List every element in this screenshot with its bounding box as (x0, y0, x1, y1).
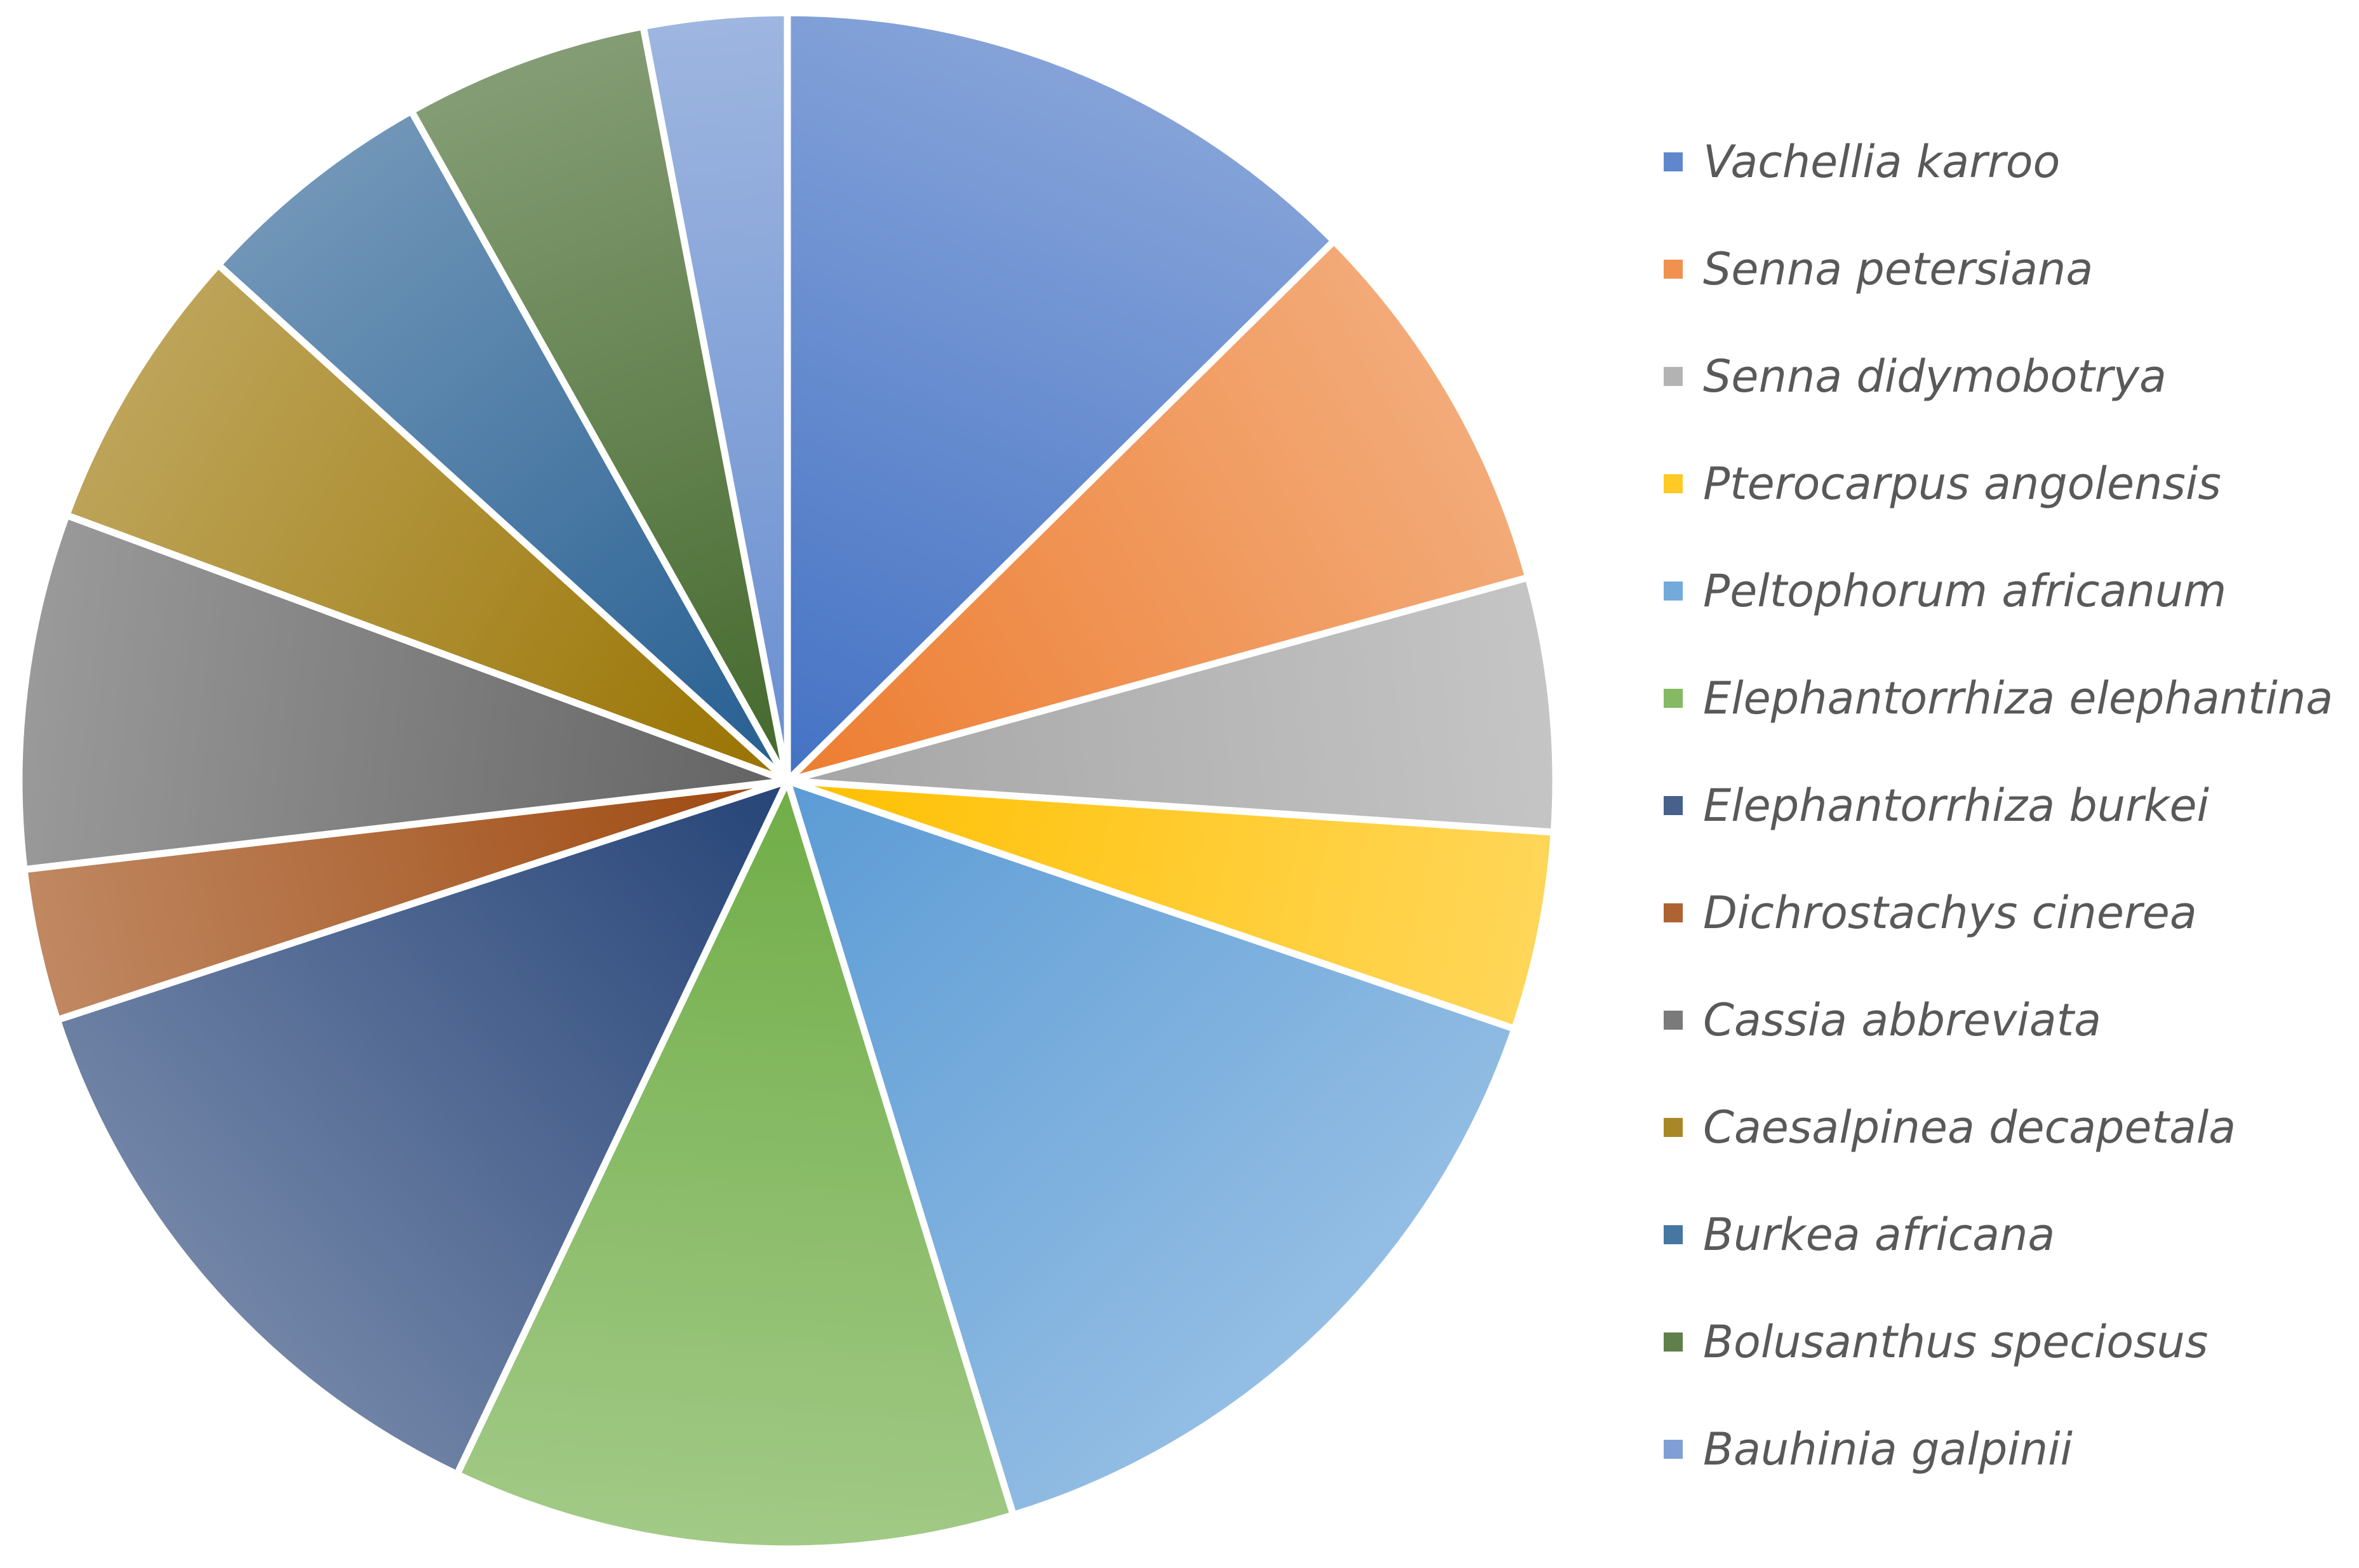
pie-slice-cassia-abbreviata (15, 512, 791, 874)
pie-slice-vachellia-karroo (784, 9, 1338, 785)
legend-label: Pterocarpus angolensis (1703, 457, 2221, 510)
pie-slice-senna-petersiana (784, 237, 1532, 785)
pie-chart-svg (15, 9, 1560, 1553)
legend-item-senna-didymobotrya: Senna didymobotrya (1664, 322, 2349, 430)
legend-swatch (1664, 903, 1683, 922)
legend-label: Elephantorrhiza burkei (1703, 779, 2209, 832)
pie-slice-senna-didymobotrya (784, 574, 1560, 836)
legend-item-caesalpinea-decapetala: Caesalpinea decapetala (1664, 1073, 2349, 1181)
legend-label: Burkea africana (1703, 1208, 2055, 1261)
legend-item-elephantorrhiza-elephantina: Elephantorrhiza elephantina (1664, 644, 2349, 752)
legend-swatch (1664, 366, 1683, 386)
legend-swatch (1664, 795, 1683, 815)
pie-slices (15, 9, 1560, 1553)
legend-swatch (1664, 688, 1683, 708)
pie-slice-elephantorrhiza-burkei (53, 777, 791, 1478)
pie-slice-caesalpinea-decapetala (63, 261, 791, 785)
pie-slice-bolusanthus-speciosus (408, 22, 791, 785)
legend-label: Cassia abbreviata (1703, 993, 2102, 1046)
legend-swatch (1664, 581, 1683, 601)
legend-swatch (1664, 259, 1683, 279)
pie-slice-peltophorum-africanum (784, 777, 1518, 1519)
legend-swatch (1664, 1117, 1683, 1137)
legend-swatch (1664, 152, 1683, 171)
legend-label: Bolusanthus speciosus (1703, 1315, 2209, 1368)
pie-slice-burkea-africana (215, 107, 791, 785)
legend-item-dichrostachys-cinerea: Dichrostachys cinerea (1664, 859, 2349, 966)
legend-label: Elephantorrhiza elephantina (1703, 672, 2334, 724)
chart-legend: Vachellia karroo Senna petersiana Senna di… (1664, 108, 2349, 1503)
legend-item-peltophorum-africanum: Peltophorum africanum (1664, 537, 2349, 644)
legend-label: Senna petersiana (1703, 243, 2094, 295)
legend-item-pterocarpus-angolensis: Pterocarpus angolensis (1664, 430, 2349, 537)
legend-item-bauhinia-galpinii: Bauhinia galpinii (1664, 1395, 2349, 1503)
legend-item-burkea-africana: Burkea africana (1664, 1181, 2349, 1288)
legend-label: Peltophorum africanum (1703, 564, 2227, 617)
legend-label: Dichrostachys cinerea (1703, 886, 2197, 939)
legend-item-vachellia-karroo: Vachellia karroo (1664, 108, 2349, 215)
legend-item-bolusanthus-speciosus: Bolusanthus speciosus (1664, 1288, 2349, 1395)
legend-swatch (1664, 1439, 1683, 1459)
pie-slice-bauhinia-galpinii (639, 9, 791, 785)
legend-label: Bauhinia galpinii (1703, 1423, 2073, 1475)
legend-item-senna-petersiana: Senna petersiana (1664, 215, 2349, 322)
legend-label: Vachellia karroo (1703, 135, 2061, 188)
legend-item-elephantorrhiza-burkei: Elephantorrhiza burkei (1664, 752, 2349, 859)
legend-swatch (1664, 1332, 1683, 1352)
legend-swatch (1664, 474, 1683, 493)
pie-chart (15, 9, 1560, 1553)
pie-slice-elephantorrhiza-elephantina (453, 777, 1017, 1553)
legend-label: Senna didymobotrya (1703, 350, 2167, 402)
legend-swatch (1664, 1010, 1683, 1030)
legend-swatch (1664, 1225, 1683, 1244)
legend-item-cassia-abbreviata: Cassia abbreviata (1664, 966, 2349, 1073)
legend-label: Caesalpinea decapetala (1703, 1101, 2236, 1153)
